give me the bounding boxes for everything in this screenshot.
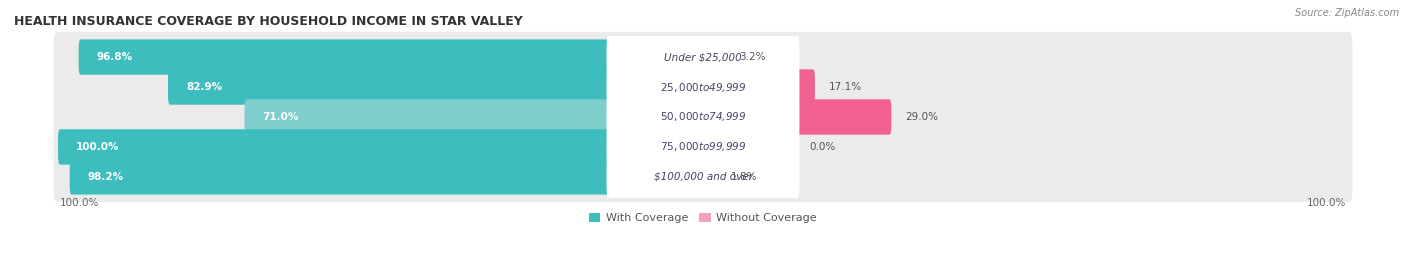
FancyBboxPatch shape	[53, 62, 1353, 112]
FancyBboxPatch shape	[702, 99, 891, 135]
FancyBboxPatch shape	[169, 69, 704, 105]
Text: 1.8%: 1.8%	[731, 172, 758, 182]
FancyBboxPatch shape	[702, 69, 815, 105]
FancyBboxPatch shape	[606, 33, 800, 81]
Text: 82.9%: 82.9%	[186, 82, 222, 92]
Text: 29.0%: 29.0%	[905, 112, 939, 122]
Text: 71.0%: 71.0%	[263, 112, 299, 122]
FancyBboxPatch shape	[702, 159, 717, 194]
Text: HEALTH INSURANCE COVERAGE BY HOUSEHOLD INCOME IN STAR VALLEY: HEALTH INSURANCE COVERAGE BY HOUSEHOLD I…	[14, 15, 523, 28]
FancyBboxPatch shape	[58, 129, 704, 165]
Text: 100.0%: 100.0%	[60, 198, 100, 208]
FancyBboxPatch shape	[53, 152, 1353, 202]
FancyBboxPatch shape	[606, 63, 800, 111]
Text: 98.2%: 98.2%	[87, 172, 124, 182]
Text: 100.0%: 100.0%	[76, 142, 120, 152]
FancyBboxPatch shape	[53, 122, 1353, 172]
Text: $75,000 to $99,999: $75,000 to $99,999	[659, 140, 747, 153]
Text: 96.8%: 96.8%	[97, 52, 132, 62]
Text: $25,000 to $49,999: $25,000 to $49,999	[659, 80, 747, 94]
Text: 100.0%: 100.0%	[1306, 198, 1346, 208]
Legend: With Coverage, Without Coverage: With Coverage, Without Coverage	[585, 209, 821, 228]
FancyBboxPatch shape	[702, 39, 725, 75]
FancyBboxPatch shape	[53, 32, 1353, 82]
Text: $100,000 and over: $100,000 and over	[654, 172, 752, 182]
Text: 0.0%: 0.0%	[808, 142, 835, 152]
FancyBboxPatch shape	[606, 93, 800, 141]
FancyBboxPatch shape	[79, 39, 704, 75]
Text: 3.2%: 3.2%	[740, 52, 766, 62]
Text: 17.1%: 17.1%	[830, 82, 862, 92]
Text: Under $25,000: Under $25,000	[664, 52, 742, 62]
FancyBboxPatch shape	[70, 159, 704, 194]
FancyBboxPatch shape	[245, 99, 704, 135]
Text: Source: ZipAtlas.com: Source: ZipAtlas.com	[1295, 8, 1399, 18]
FancyBboxPatch shape	[606, 153, 800, 201]
FancyBboxPatch shape	[53, 92, 1353, 142]
FancyBboxPatch shape	[606, 123, 800, 171]
Text: $50,000 to $74,999: $50,000 to $74,999	[659, 111, 747, 123]
